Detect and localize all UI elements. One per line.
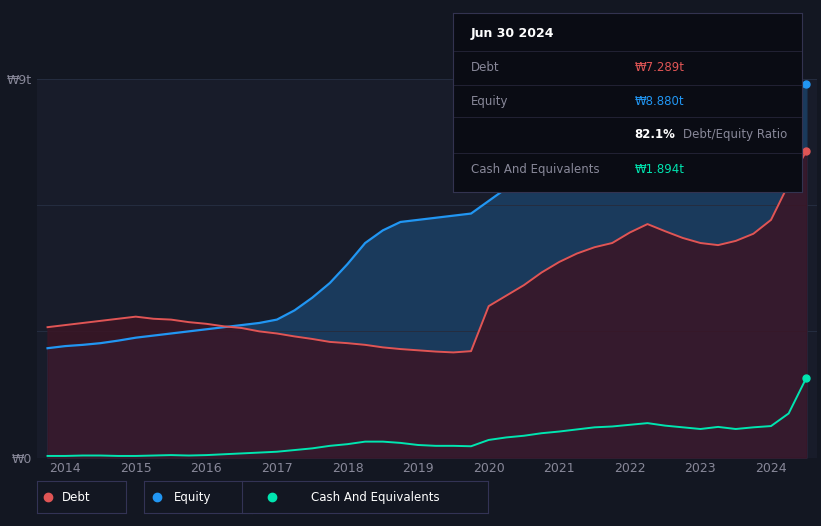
Text: Debt: Debt bbox=[470, 62, 499, 75]
Text: Debt/Equity Ratio: Debt/Equity Ratio bbox=[684, 128, 787, 140]
Text: Cash And Equivalents: Cash And Equivalents bbox=[311, 491, 440, 503]
Text: Equity: Equity bbox=[174, 491, 212, 503]
Text: Equity: Equity bbox=[470, 95, 508, 108]
Text: ₩8.880t: ₩8.880t bbox=[635, 95, 684, 108]
Text: Jun 30 2024: Jun 30 2024 bbox=[470, 27, 554, 41]
Text: ₩1.894t: ₩1.894t bbox=[635, 164, 685, 176]
Text: 82.1%: 82.1% bbox=[635, 128, 676, 140]
Text: ₩7.289t: ₩7.289t bbox=[635, 62, 685, 75]
Text: Debt: Debt bbox=[62, 491, 90, 503]
Text: Cash And Equivalents: Cash And Equivalents bbox=[470, 164, 599, 176]
